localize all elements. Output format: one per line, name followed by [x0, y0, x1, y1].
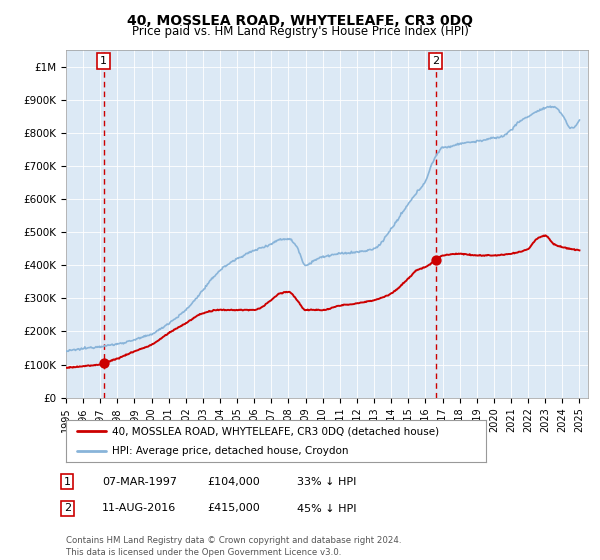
Text: £104,000: £104,000: [207, 477, 260, 487]
Text: HPI: Average price, detached house, Croydon: HPI: Average price, detached house, Croy…: [112, 446, 349, 456]
Point: [431, 256, 440, 265]
Text: Price paid vs. HM Land Registry's House Price Index (HPI): Price paid vs. HM Land Registry's House …: [131, 25, 469, 38]
Text: 1: 1: [64, 477, 71, 487]
Text: 1: 1: [100, 56, 107, 66]
Point: [99, 359, 109, 368]
Text: 11-AUG-2016: 11-AUG-2016: [102, 503, 176, 514]
Text: £415,000: £415,000: [207, 503, 260, 514]
Text: 40, MOSSLEA ROAD, WHYTELEAFE, CR3 0DQ (detached house): 40, MOSSLEA ROAD, WHYTELEAFE, CR3 0DQ (d…: [112, 426, 439, 436]
Text: 07-MAR-1997: 07-MAR-1997: [102, 477, 177, 487]
Text: 2: 2: [432, 56, 439, 66]
Text: 45% ↓ HPI: 45% ↓ HPI: [297, 503, 356, 514]
Text: 33% ↓ HPI: 33% ↓ HPI: [297, 477, 356, 487]
Text: 2: 2: [64, 503, 71, 514]
Text: 40, MOSSLEA ROAD, WHYTELEAFE, CR3 0DQ: 40, MOSSLEA ROAD, WHYTELEAFE, CR3 0DQ: [127, 14, 473, 28]
Text: Contains HM Land Registry data © Crown copyright and database right 2024.
This d: Contains HM Land Registry data © Crown c…: [66, 536, 401, 557]
